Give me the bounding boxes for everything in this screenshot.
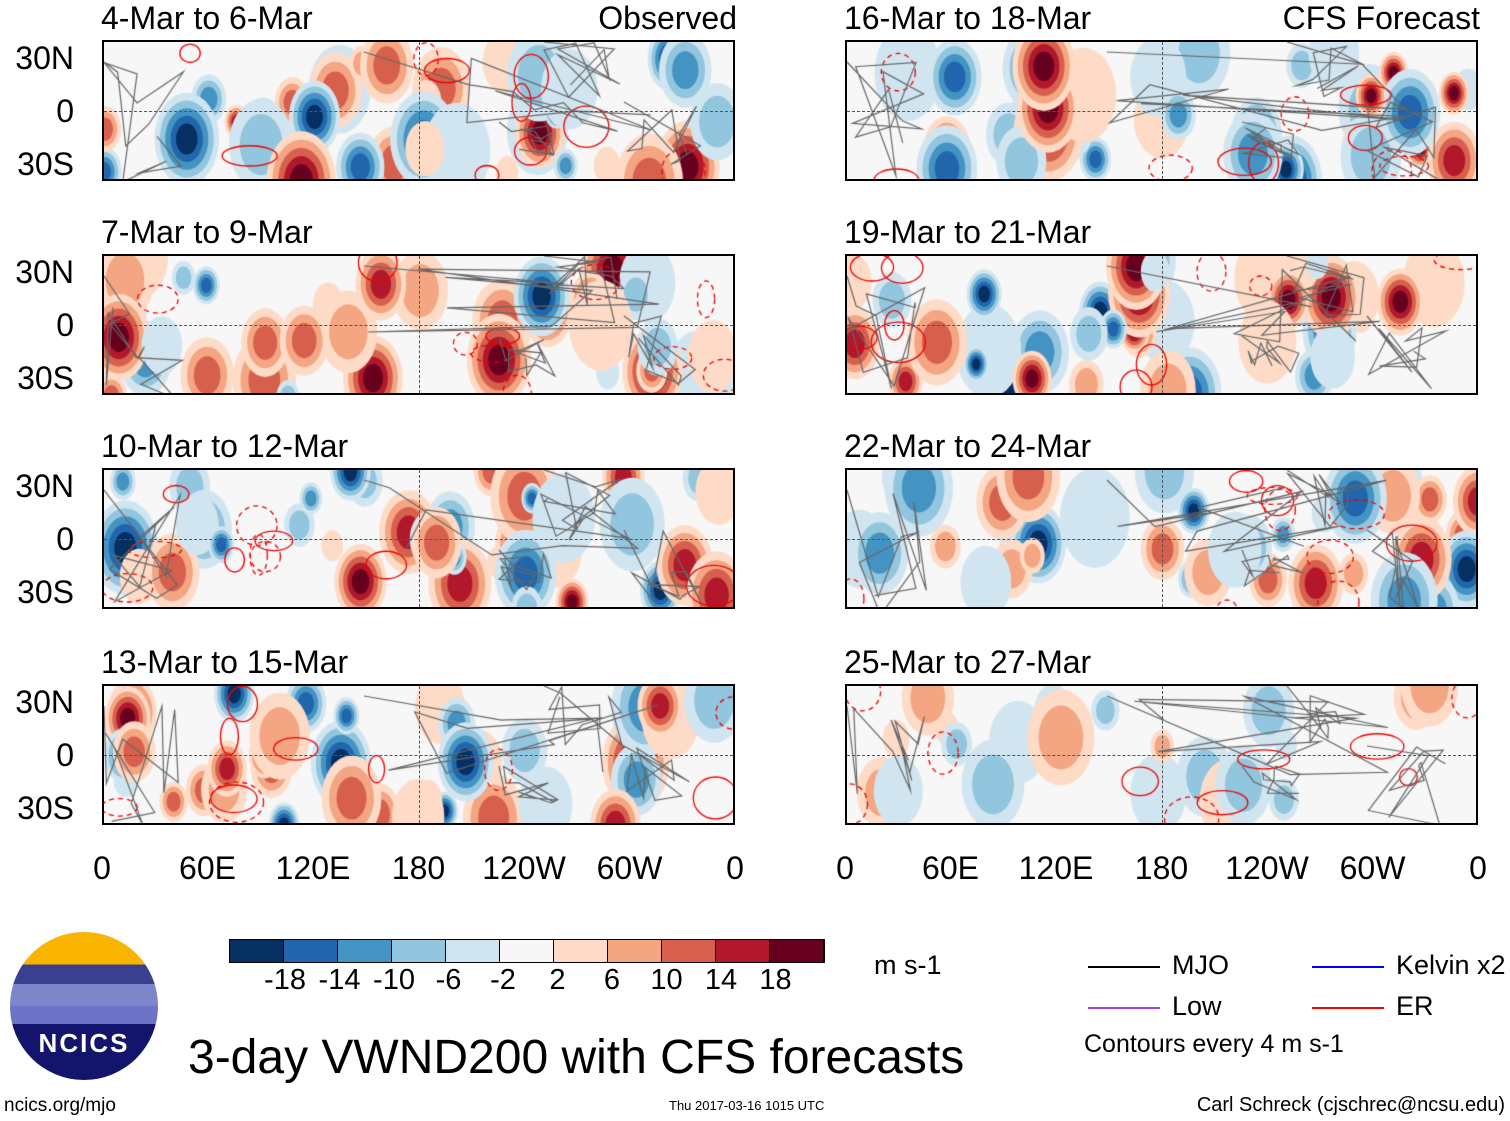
colorbar-swatch [284,940,338,962]
lon-label: 0 [726,850,744,886]
panel-title: 19-Mar to 21-Mar [844,214,1092,250]
dateline [1161,256,1163,393]
map-panel [102,684,735,825]
colorbar-swatch [608,940,662,962]
lon-label: 180 [391,850,446,886]
lat-label: 30S [17,574,74,610]
lon-label: 60W [1339,850,1406,886]
map-panel [102,40,735,181]
lat-label: 30S [17,146,74,182]
colorbar-label: -10 [373,964,415,996]
lon-label: 60W [596,850,663,886]
legend-label: MJO [1172,950,1229,980]
map-panel [845,254,1478,395]
dateline [1161,470,1163,607]
colorbar-label: 14 [704,964,738,996]
lon-label: 120E [1018,850,1094,886]
wind-anomaly-field [104,686,733,823]
wind-anomaly-field [104,470,733,607]
legend-label: ER [1396,991,1434,1021]
dateline [418,256,420,393]
lat-label: 30S [17,790,74,826]
dateline [418,470,420,607]
colorbar-label: 18 [759,964,792,996]
legend-line-er [1312,1007,1384,1009]
map-panel [845,684,1478,825]
panel-title: 22-Mar to 24-Mar [844,428,1092,464]
lat-label: 0 [56,737,74,773]
panel-header: Observed [598,0,737,36]
colorbar-swatch [662,940,716,962]
lat-label: 30N [15,684,74,720]
wind-anomaly-field [847,256,1476,393]
dateline [1161,686,1163,823]
lon-label: 120W [482,850,566,886]
lon-label: 0 [836,850,854,886]
wind-anomaly-field [104,42,733,179]
colorbar-swatch [230,940,284,962]
colorbar-label: 10 [650,964,683,996]
panel-header: CFS Forecast [1282,0,1480,36]
legend-label: Kelvin x2 [1396,950,1506,980]
lat-label: 0 [56,307,74,343]
colorbar-label: 6 [603,964,621,996]
footer-author: Carl Schreck (cjschrec@ncsu.edu) [1196,1094,1505,1116]
colorbar-label: 2 [549,964,566,996]
legend-label: Low [1172,991,1222,1021]
legend-line-low [1088,1007,1160,1009]
units-label: m s-1 [874,950,942,980]
colorbar-swatch [500,940,554,962]
lat-label: 0 [56,521,74,557]
dateline [418,686,420,823]
lon-label: 180 [1134,850,1189,886]
colorbar-label: -14 [318,964,361,996]
map-panel [845,468,1478,609]
dateline [418,42,420,179]
colorbar-label: -18 [264,964,306,996]
lon-label: 120W [1225,850,1309,886]
map-panel [102,468,735,609]
lat-label: 30S [17,360,74,396]
panel-title: 10-Mar to 12-Mar [101,428,349,464]
panel-title: 4-Mar to 6-Mar [101,0,313,36]
map-panel [845,40,1478,181]
legend-line-mjo [1088,966,1160,968]
colorbar-swatch [770,940,824,962]
lon-label: 0 [93,850,111,886]
wind-anomaly-field [847,42,1476,179]
colorbar-swatch [392,940,446,962]
colorbar-swatch [716,940,770,962]
wind-anomaly-field [104,256,733,393]
colorbar [229,939,825,963]
lat-label: 30N [15,254,74,290]
lon-label: 60E [179,850,236,886]
panel-title: 13-Mar to 15-Mar [101,644,349,680]
footer-url: ncics.org/mjo [4,1095,116,1116]
panel-title: 25-Mar to 27-Mar [844,644,1092,680]
colorbar-swatch [554,940,608,962]
wind-anomaly-field [847,686,1476,823]
lat-label: 30N [15,468,74,504]
ncics-logo: NCICS [10,932,158,1080]
lon-label: 0 [1469,850,1487,886]
main-title: 3-day VWND200 with CFS forecasts [188,1031,965,1084]
lon-label: 120E [275,850,351,886]
colorbar-label: -6 [435,964,462,996]
lon-label: 60E [922,850,979,886]
contour-note: Contours every 4 m s-1 [1084,1030,1344,1058]
colorbar-swatch [446,940,500,962]
lat-label: 30N [15,40,74,76]
map-panel [102,254,735,395]
logo-text: NCICS [38,1028,130,1058]
panel-title: 7-Mar to 9-Mar [101,214,313,250]
lat-label: 0 [56,93,74,129]
legend-line-kelvin-x2 [1312,966,1384,968]
footer-timestamp: Thu 2017-03-16 1015 UTC [669,1098,825,1113]
colorbar-swatch [338,940,392,962]
dateline [1161,42,1163,179]
wind-anomaly-field [847,470,1476,607]
panel-title: 16-Mar to 18-Mar [844,0,1092,36]
colorbar-label: -2 [490,964,516,996]
